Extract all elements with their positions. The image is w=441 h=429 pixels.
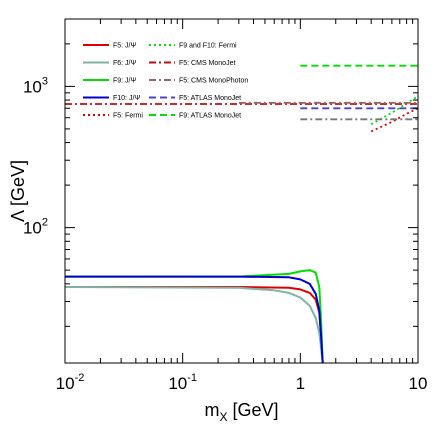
legend-label-f5-cms-monojet: F5: CMS MonoJet [179, 60, 235, 67]
legend-label-f5-fermi: F5: Fermi [113, 113, 143, 120]
x-tick-label: 10-1 [168, 372, 197, 393]
legend-label-f5-cms-monophoton: F5: CMS MonoPhoton [179, 78, 248, 85]
legend-label-f10-j: F10: J/Ψ [113, 95, 140, 102]
x-axis-label-main: m [204, 400, 219, 420]
series-line-f5-j [65, 286, 324, 363]
y-axis-label: Λ [GeV] [8, 160, 28, 222]
x-tick-label: 10 [409, 374, 428, 393]
legend: F5: J/Ψ F6: J/Ψ F9: J/Ψ F10: J/Ψ F5: Fermi F9… [83, 43, 248, 120]
series-line-f10-j [65, 275, 324, 363]
tick-labels: 10-2 10-1 1 10 102 103 [23, 75, 428, 393]
series-line-f9-j [65, 269, 324, 363]
legend-label-f5-j: F5: J/Ψ [113, 43, 137, 50]
series-line-f6-j [65, 286, 324, 363]
x-tick-label: 1 [296, 374, 305, 393]
legend-label-f9-j: F9: J/Ψ [113, 78, 137, 85]
y-tick-label: 102 [23, 217, 48, 238]
x-axis-label-sub: X [219, 410, 227, 424]
series-line-f5-fermi [370, 107, 418, 133]
legend-label-f9-atlas-monojet: F9: ATLAS MonoJet [179, 113, 241, 120]
x-axis-label: mX [GeV] [204, 400, 278, 424]
legend-label-f9-and-f10-fermi: F9 and F10: Fermi [179, 43, 237, 50]
plot-frame [64, 18, 419, 364]
series-layer [65, 64, 418, 363]
tick-marks [64, 18, 419, 363]
legend-label-f6-j: F6: J/Ψ [113, 60, 137, 67]
legend-label-f5-atlas-monojet: F5: ATLAS MonoJet [179, 95, 241, 102]
y-tick-label: 103 [23, 75, 48, 96]
x-axis-label-unit: [GeV] [227, 400, 278, 420]
x-tick-label: 10-2 [56, 372, 85, 393]
